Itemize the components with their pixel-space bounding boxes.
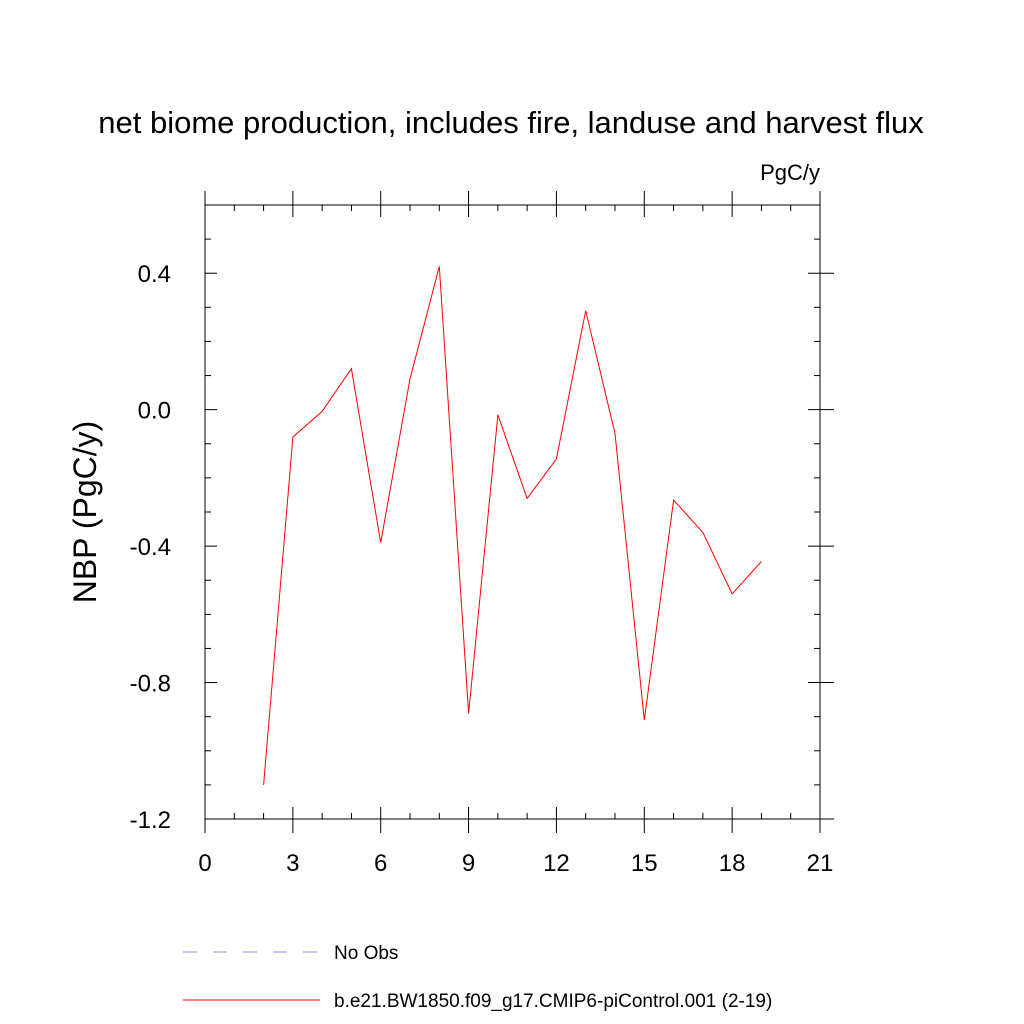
y-tick-label: 0.4	[138, 261, 171, 288]
x-tick-label: 21	[807, 850, 834, 877]
units-label: PgC/y	[760, 160, 820, 185]
x-tick-label: 6	[374, 850, 387, 877]
chart-title: net biome production, includes fire, lan…	[98, 105, 924, 140]
plot-frame	[204, 204, 821, 820]
y-tick-label: -0.4	[130, 534, 171, 561]
y-tick-label: -0.8	[130, 671, 171, 698]
legend-label-1: b.e21.BW1850.f09_g17.CMIP6-piControl.001…	[334, 991, 772, 1012]
tick-labels: 0 3 6 9 12 15 18 21 -1.2 -0.8 -0.4 0.0 0.4	[130, 261, 834, 877]
x-tick-label: 3	[286, 850, 299, 877]
x-tick-label: 0	[198, 850, 211, 877]
legend-label-0: No Obs	[334, 943, 398, 964]
x-tick-label: 12	[543, 850, 570, 877]
series-line-piControl	[263, 266, 762, 785]
series-lines	[263, 266, 762, 785]
axis-ticks	[204, 191, 834, 833]
y-tick-label: 0.0	[138, 398, 171, 425]
x-tick-label: 18	[719, 850, 746, 877]
y-axis-label: NBP (PgC/y)	[67, 421, 103, 604]
x-tick-label: 15	[631, 850, 658, 877]
x-tick-label: 9	[462, 850, 475, 877]
y-tick-label: -1.2	[130, 807, 171, 834]
legend: No Obs b.e21.BW1850.f09_g17.CMIP6-piContr…	[183, 943, 772, 1012]
